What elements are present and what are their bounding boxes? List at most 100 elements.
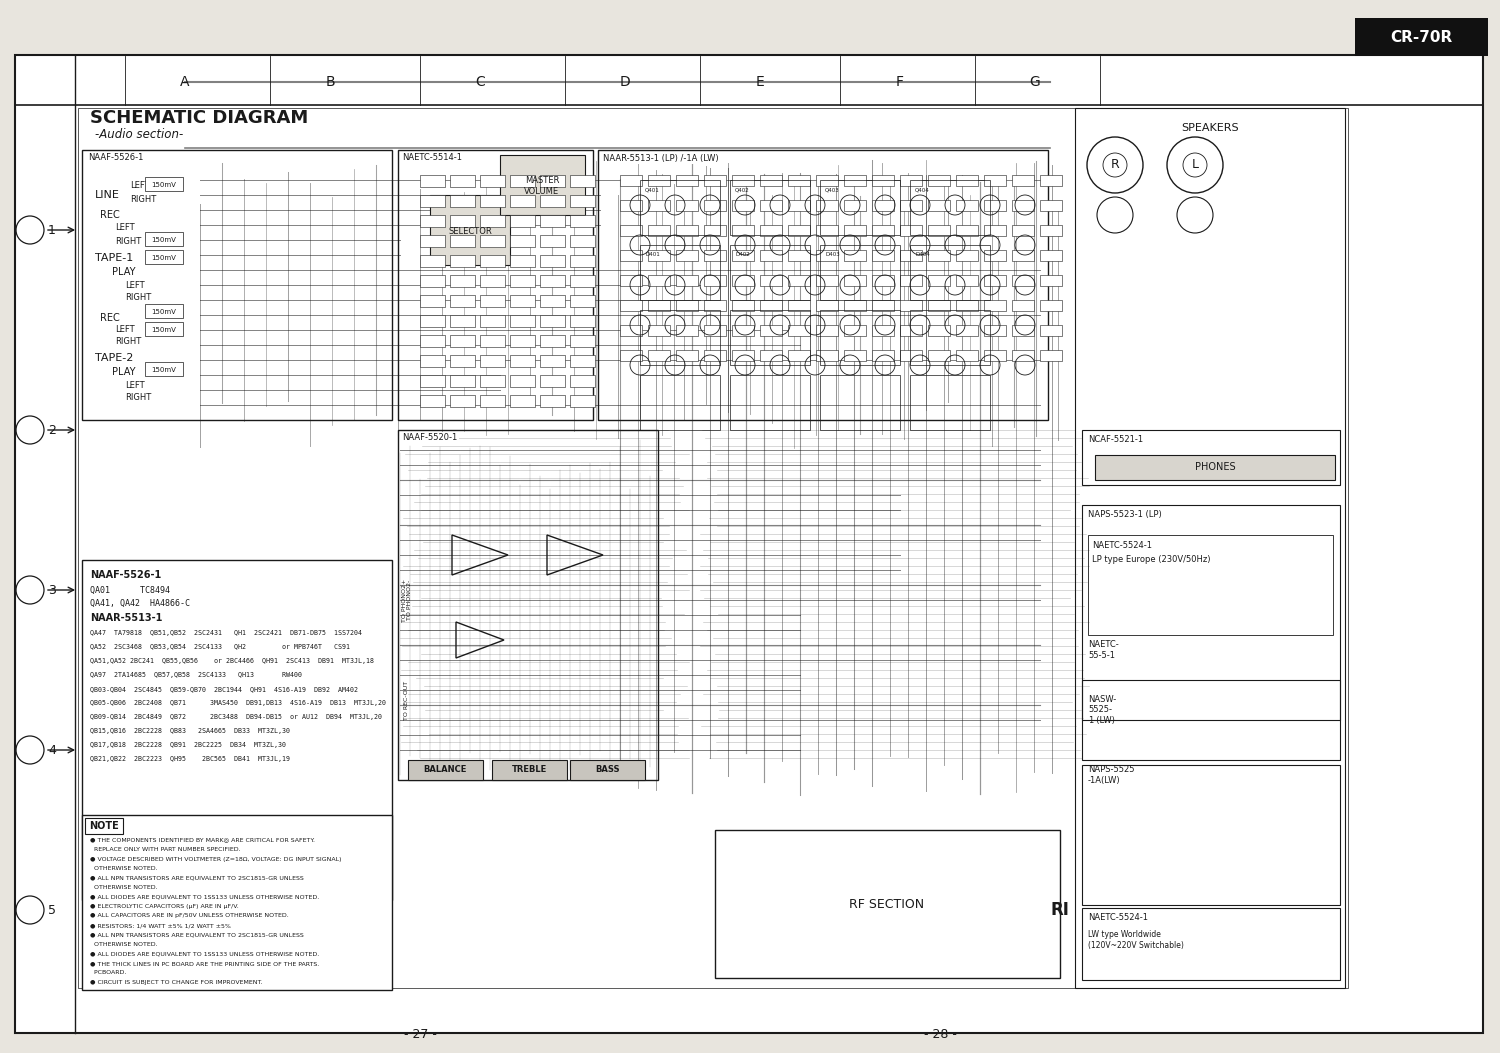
Bar — [900, 175, 922, 186]
Bar — [871, 250, 894, 261]
Bar — [420, 235, 446, 247]
Bar — [788, 250, 810, 261]
Text: - 28 -: - 28 - — [924, 1029, 957, 1041]
Bar — [82, 815, 392, 990]
Bar — [704, 275, 726, 286]
Text: RF SECTION: RF SECTION — [849, 898, 924, 912]
Bar — [956, 175, 978, 186]
Bar — [510, 395, 536, 408]
Text: NAAF-5526-1: NAAF-5526-1 — [88, 154, 144, 162]
Bar — [816, 300, 839, 311]
Text: LEFT: LEFT — [124, 380, 144, 390]
Bar — [984, 325, 1006, 336]
Bar — [816, 325, 839, 336]
Bar — [540, 395, 566, 408]
Text: 150mV: 150mV — [152, 237, 177, 243]
Text: NAETC-5524-1: NAETC-5524-1 — [1088, 914, 1148, 922]
Bar — [928, 300, 950, 311]
Bar — [704, 175, 726, 186]
Bar — [640, 375, 720, 430]
Text: ● ELECTROLYTIC CAPACITORS (μF) ARE IN μF/V.: ● ELECTROLYTIC CAPACITORS (μF) ARE IN μF… — [90, 903, 238, 909]
Text: ● ALL NPN TRANSISTORS ARE EQUIVALENT TO 2SC1815-GR UNLESS: ● ALL NPN TRANSISTORS ARE EQUIVALENT TO … — [90, 933, 303, 937]
Bar — [730, 245, 810, 300]
Text: 150mV: 150mV — [152, 255, 177, 261]
Bar — [1095, 455, 1335, 480]
Text: ● RESISTORS: 1/4 WATT ±5% 1/2 WATT ±5%: ● RESISTORS: 1/4 WATT ±5% 1/2 WATT ±5% — [90, 923, 231, 928]
Bar — [570, 335, 596, 347]
Text: NAPS-5523-1 (LP): NAPS-5523-1 (LP) — [1088, 511, 1161, 519]
Bar — [716, 830, 1060, 978]
Bar — [480, 315, 506, 327]
Bar — [871, 325, 894, 336]
Bar — [844, 350, 865, 361]
Bar — [570, 235, 596, 247]
Text: D402: D402 — [735, 253, 750, 258]
Bar — [420, 375, 446, 388]
Text: NAAF-5526-1: NAAF-5526-1 — [90, 570, 162, 580]
Bar — [871, 225, 894, 236]
Bar — [1013, 200, 1034, 211]
Bar — [871, 200, 894, 211]
Bar — [1013, 225, 1034, 236]
Bar — [480, 215, 506, 227]
Text: NAAR-5513-1 (LP) /-1A (LW): NAAR-5513-1 (LP) /-1A (LW) — [603, 154, 718, 162]
Text: ● ALL NPN TRANSISTORS ARE EQUIVALENT TO 2SC1815-GR UNLESS: ● ALL NPN TRANSISTORS ARE EQUIVALENT TO … — [90, 875, 303, 880]
Bar — [570, 355, 596, 367]
Bar — [510, 275, 536, 287]
Text: LEFT: LEFT — [124, 280, 144, 290]
Text: OTHERWISE NOTED.: OTHERWISE NOTED. — [90, 942, 158, 947]
Bar — [420, 295, 446, 307]
Bar — [82, 150, 392, 420]
Text: QA52  2SC3468  QB53,QB54  2SC4133   QH2         or MPB746T   CS91: QA52 2SC3468 QB53,QB54 2SC4133 QH2 or MP… — [90, 644, 350, 650]
Bar — [648, 300, 670, 311]
Text: G: G — [1029, 75, 1041, 90]
Bar — [1013, 250, 1034, 261]
Bar — [540, 255, 566, 267]
Text: RIGHT: RIGHT — [116, 338, 141, 346]
Text: ● CIRCUIT IS SUBJECT TO CHANGE FOR IMPROVEMENT.: ● CIRCUIT IS SUBJECT TO CHANGE FOR IMPRO… — [90, 980, 262, 985]
Text: QA47  TA79818  QB51,QB52  2SC2431   QH1  2SC2421  DB71-DB75  1SS7204: QA47 TA79818 QB51,QB52 2SC2431 QH1 2SC24… — [90, 630, 362, 636]
Text: NOTE: NOTE — [88, 821, 118, 831]
Bar — [540, 175, 566, 187]
Bar — [146, 250, 183, 264]
Bar — [1013, 325, 1034, 336]
Text: NASW-
5525-
1-(LW): NASW- 5525- 1-(LW) — [1088, 695, 1116, 724]
Bar — [984, 275, 1006, 286]
Text: ● THE COMPONENTS IDENTIFIED BY MARK◎ ARE CRITICAL FOR SAFETY.: ● THE COMPONENTS IDENTIFIED BY MARK◎ ARE… — [90, 837, 315, 842]
Text: LP type Europe (230V/50Hz): LP type Europe (230V/50Hz) — [1092, 556, 1210, 564]
Bar — [984, 200, 1006, 211]
Bar — [510, 255, 536, 267]
Bar — [844, 275, 865, 286]
Text: BASS: BASS — [594, 766, 619, 775]
Bar — [956, 275, 978, 286]
Bar — [788, 175, 810, 186]
Text: QA97  2TA14685  QB57,QB58  2SC4133   QH13       RW400: QA97 2TA14685 QB57,QB58 2SC4133 QH13 RW4… — [90, 672, 302, 678]
Bar — [704, 225, 726, 236]
Bar — [620, 225, 642, 236]
Text: OTHERWISE NOTED.: OTHERWISE NOTED. — [90, 866, 158, 871]
Bar — [956, 350, 978, 361]
Text: SPEAKERS: SPEAKERS — [1180, 123, 1239, 133]
Bar — [420, 255, 446, 267]
Bar — [1040, 350, 1062, 361]
Bar — [146, 304, 183, 318]
Bar — [420, 175, 446, 187]
Text: D: D — [620, 75, 630, 90]
Bar — [821, 180, 900, 235]
Bar — [816, 200, 839, 211]
Bar — [540, 315, 566, 327]
Bar — [900, 200, 922, 211]
Bar — [570, 295, 596, 307]
Bar — [821, 310, 900, 365]
Bar — [420, 195, 446, 207]
Bar — [510, 215, 536, 227]
Bar — [900, 300, 922, 311]
Bar — [640, 180, 720, 235]
Bar — [788, 225, 810, 236]
Bar — [816, 350, 839, 361]
Bar — [1040, 250, 1062, 261]
Text: ● VOLTAGE DESCRIBED WITH VOLTMETER (Z=18Ω, VOLTAGE: DG INPUT SIGNAL): ● VOLTAGE DESCRIBED WITH VOLTMETER (Z=18… — [90, 856, 342, 861]
Text: -Audio section-: -Audio section- — [94, 128, 183, 141]
Bar — [788, 350, 810, 361]
Bar — [788, 200, 810, 211]
